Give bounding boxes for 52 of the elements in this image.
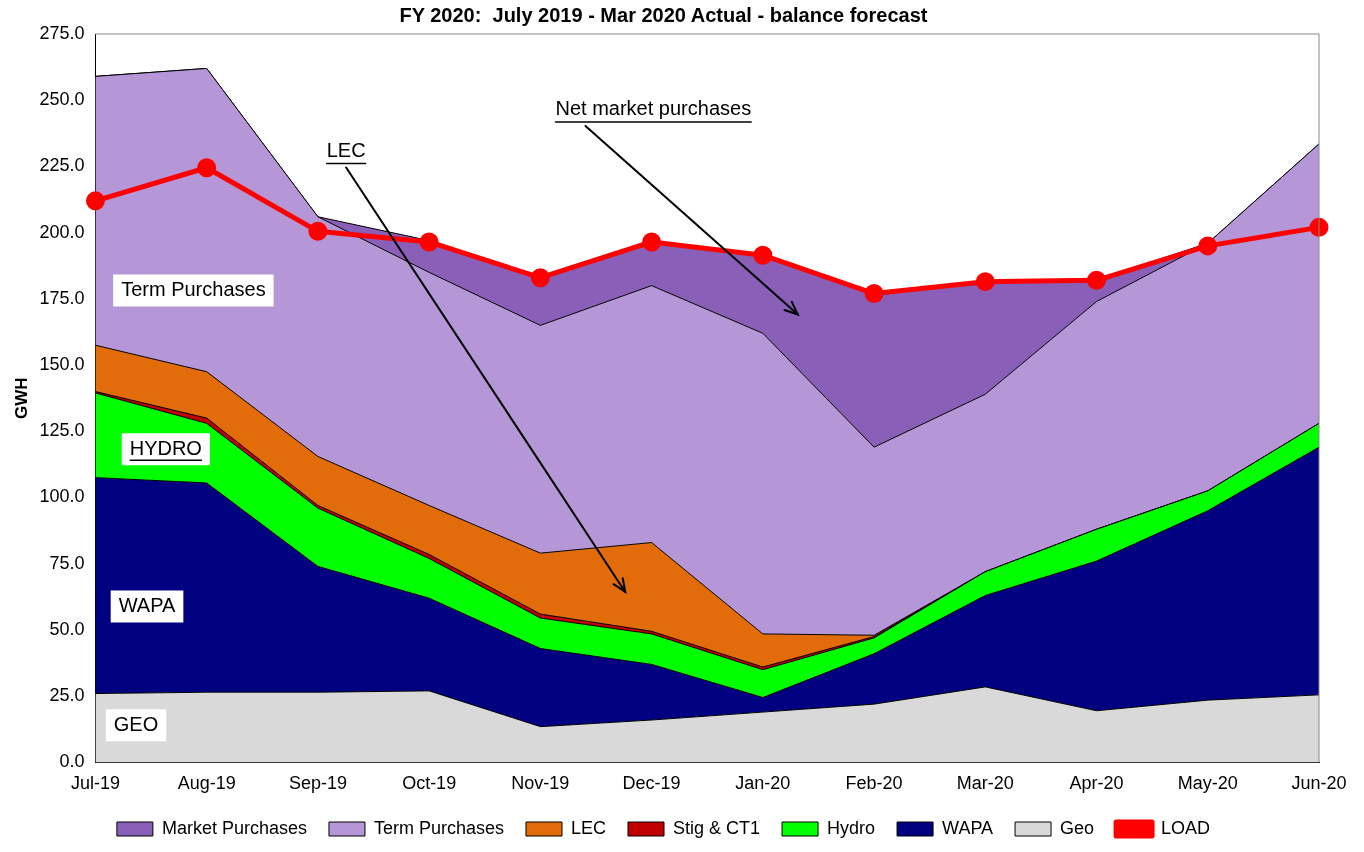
- legend-label: Hydro: [827, 817, 876, 838]
- annotation: WAPA: [118, 594, 177, 617]
- point: [1309, 217, 1329, 237]
- legend-label: LOAD: [1161, 817, 1211, 838]
- x-tick-label: Sep-19: [288, 773, 347, 794]
- legend-label: LEC: [571, 817, 607, 838]
- x-tick-label: Jan-20: [735, 773, 791, 794]
- y-tick-label: 150.0: [39, 354, 85, 375]
- x-tick-label: Jun-20: [1291, 773, 1347, 794]
- legend-label: Stig & CT1: [673, 817, 761, 838]
- x-tick-label: Jul-19: [70, 773, 120, 794]
- annotation: LEC: [326, 138, 366, 161]
- point: [419, 232, 439, 252]
- x-tick-label: Oct-19: [402, 773, 457, 794]
- y-tick-label: 175.0: [39, 287, 85, 308]
- point: [1198, 236, 1218, 256]
- point: [753, 245, 773, 265]
- x-tick-label: Feb-20: [845, 773, 903, 794]
- legend-label: Geo: [1060, 817, 1095, 838]
- x-tick-label: May-20: [1177, 773, 1238, 794]
- legend-label: Term Purchases: [373, 817, 504, 838]
- annotation: Term Purchases: [121, 277, 266, 300]
- x-tick-label: Apr-20: [1069, 773, 1124, 794]
- point: [864, 284, 884, 304]
- y-tick-label: 100.0: [39, 486, 85, 507]
- y-tick-label: 125.0: [39, 420, 85, 441]
- point: [85, 191, 105, 211]
- chart-title: FY 2020: July 2019 - Mar 2020 Actual - balance forecast: [399, 3, 928, 26]
- x-tick-label: Aug-19: [177, 773, 236, 794]
- y-axis-title: GWH: [11, 377, 31, 419]
- legend-label: Market Purchases: [161, 817, 307, 838]
- point: [197, 158, 217, 178]
- y-tick-label: 75.0: [49, 552, 85, 573]
- x-tick-label: Nov-19: [511, 773, 570, 794]
- annotation: HYDRO: [129, 436, 202, 459]
- y-tick-label: 275.0: [39, 22, 85, 43]
- annotation: Net market purchases: [555, 97, 752, 120]
- point: [975, 272, 995, 292]
- point: [1087, 270, 1107, 290]
- point: [642, 232, 662, 252]
- point: [530, 268, 550, 288]
- y-tick-label: 50.0: [49, 618, 85, 639]
- legend-label: WAPA: [942, 817, 994, 838]
- annotation: GEO: [113, 712, 159, 735]
- y-tick-label: 250.0: [39, 89, 85, 110]
- point: [308, 221, 328, 241]
- y-tick-label: 0.0: [59, 751, 85, 772]
- y-tick-label: 225.0: [39, 155, 85, 176]
- y-tick-label: 25.0: [49, 685, 85, 706]
- x-tick-label: Mar-20: [956, 773, 1014, 794]
- x-tick-label: Dec-19: [622, 773, 681, 794]
- y-tick-label: 200.0: [39, 221, 85, 242]
